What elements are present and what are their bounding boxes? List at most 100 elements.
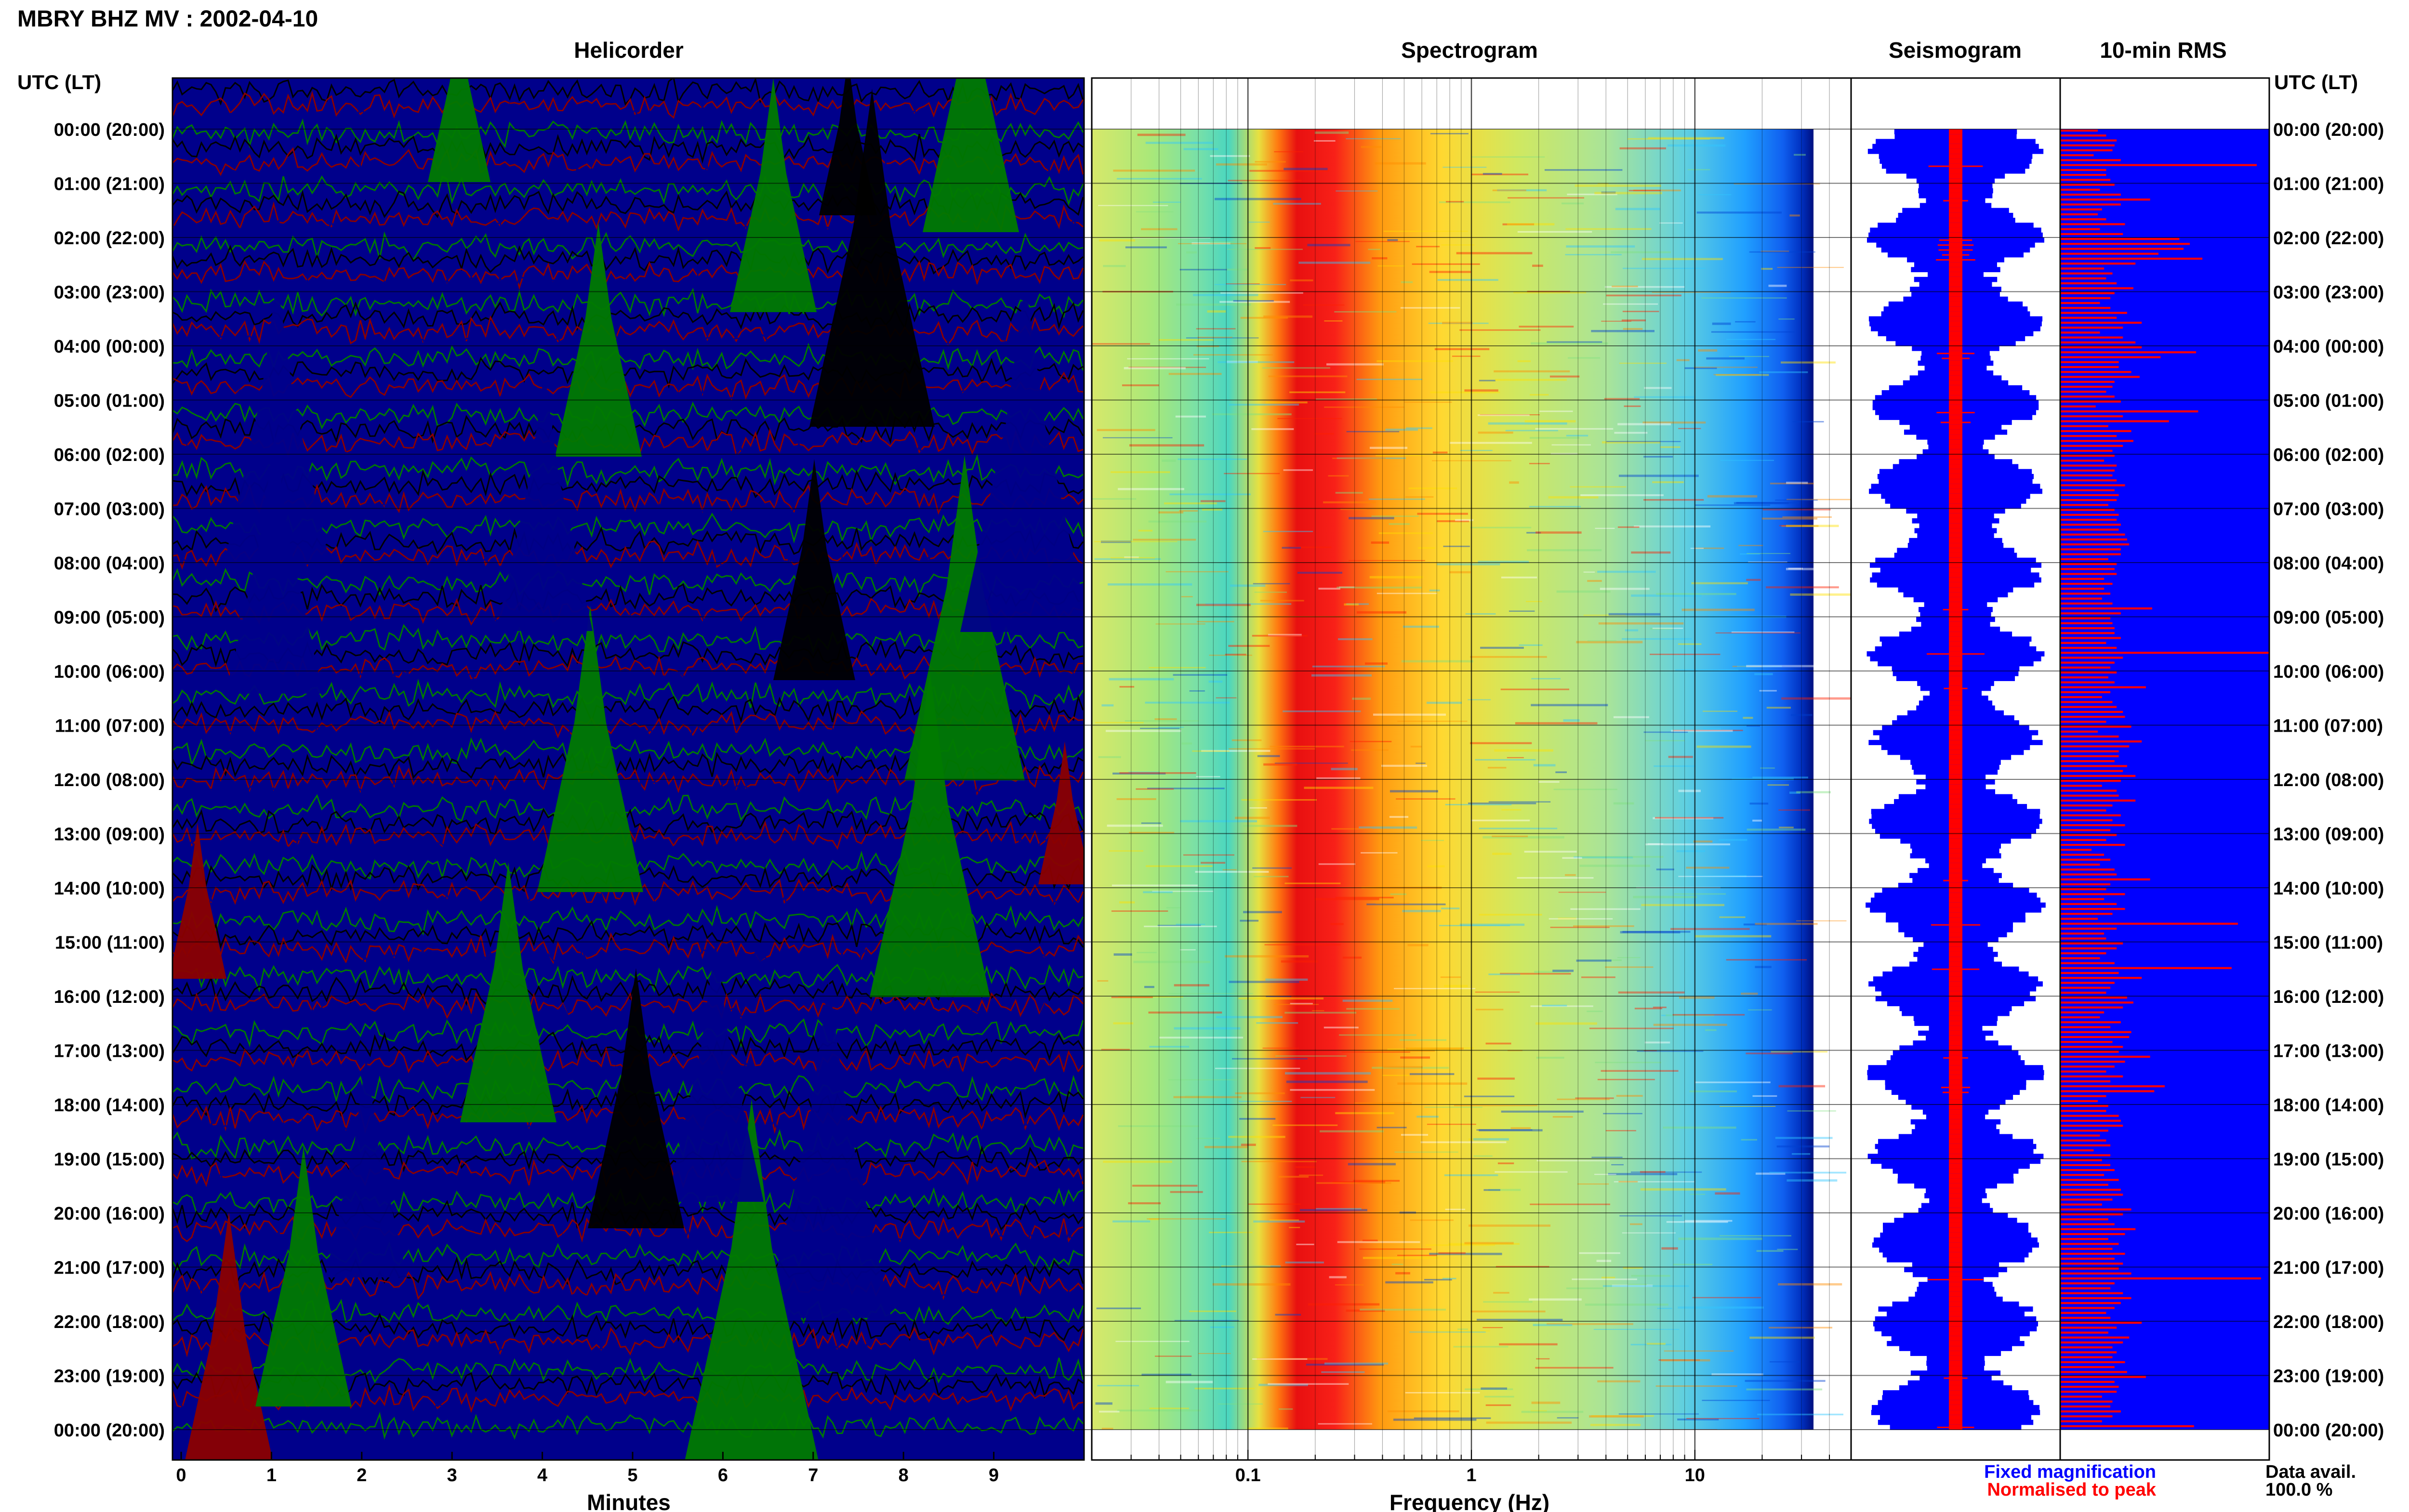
- spectrogram-streak: [1666, 1014, 1714, 1016]
- spectrogram-streak: [1786, 482, 1808, 484]
- rms-bar: [2060, 1203, 2102, 1206]
- spectrogram-streak: [1335, 1284, 1364, 1286]
- spectrogram-streak: [1375, 162, 1426, 165]
- seismogram-normalised-trace: [1949, 893, 1962, 898]
- helicorder-trace: [172, 512, 1084, 544]
- spectrogram-streak: [1608, 613, 1661, 616]
- rms-bar: [2060, 474, 2113, 477]
- rms-bar: [2060, 213, 2098, 216]
- seismogram-normalised-trace: [1949, 838, 1962, 844]
- spectrogram-streak: [1756, 1250, 1784, 1252]
- seismogram-normalised-trace: [1949, 917, 1962, 923]
- rms-bar: [2060, 814, 2121, 816]
- spectrogram-streak: [1743, 717, 1753, 719]
- seismogram-normalised-trace: [1949, 464, 1962, 470]
- spectrogram-streak: [1706, 357, 1745, 360]
- spectrogram-streak: [1659, 222, 1683, 224]
- spectrogram-streak: [1791, 1153, 1811, 1155]
- seismogram-normalised-trace: [1949, 296, 1962, 302]
- time-label-left: 08:00 (04:00): [54, 553, 165, 574]
- spectrogram-streak: [1420, 1141, 1507, 1144]
- spectrogram-streak: [1486, 1421, 1572, 1424]
- helicorder-trace: [172, 245, 1084, 275]
- spectrogram-streak: [1389, 523, 1410, 525]
- rms-bar: [2060, 1179, 2119, 1181]
- seismogram-normalised-trace: [1949, 1321, 1962, 1327]
- spectrogram-streak: [1218, 1403, 1263, 1405]
- seismogram-normalised-trace: [1949, 720, 1962, 725]
- spectrogram-streak: [1180, 949, 1196, 950]
- seismogram-normalised-trace: [1949, 927, 1962, 933]
- spectrogram-streak: [1308, 1303, 1380, 1306]
- spectrogram-streak: [1119, 901, 1135, 904]
- seismogram-normalised-trace: [1949, 469, 1962, 474]
- spectrogram-streak: [1209, 1232, 1253, 1234]
- spectrogram-streak: [1289, 1227, 1300, 1228]
- rms-bar: [2060, 588, 2105, 590]
- spectrogram-streak: [1768, 285, 1787, 287]
- time-label-right: 12:00 (08:00): [2273, 770, 2384, 790]
- spectrogram-streak: [1283, 710, 1361, 712]
- spectrogram-streak: [1691, 582, 1748, 584]
- spectrogram-streak: [1314, 433, 1334, 435]
- spectrogram-streak: [1103, 265, 1126, 267]
- spectrogram-streak: [1335, 492, 1363, 494]
- spectrogram-streak: [1645, 843, 1731, 845]
- spectrogram-streak: [1429, 590, 1440, 592]
- seismogram-normalised-trace: [1949, 523, 1962, 528]
- seismogram-normalised-trace: [1949, 1119, 1962, 1125]
- rms-bar: [2060, 130, 2098, 132]
- spectrogram-streak: [1437, 563, 1500, 565]
- spectrogram-streak: [1400, 307, 1460, 309]
- spectrogram-streak: [1430, 391, 1500, 394]
- spectrogram-streak: [1428, 322, 1489, 324]
- spectrogram-streak: [1737, 665, 1782, 667]
- spectrogram-streak: [1572, 1278, 1637, 1280]
- spectrogram-streak: [1239, 1118, 1276, 1120]
- spectrogram-streak: [1676, 850, 1705, 853]
- seismogram-normalised-trace: [1949, 1045, 1962, 1051]
- spectrogram-streak: [1165, 571, 1229, 573]
- spectrogram-streak: [1674, 893, 1726, 895]
- rms-bar: [2060, 666, 2111, 669]
- spectrogram-streak: [1401, 281, 1413, 283]
- rms-bar: [2060, 745, 2130, 748]
- spectrogram-streak: [1252, 867, 1292, 869]
- rms-bar: [2060, 415, 2123, 418]
- seismogram-spike: [1940, 421, 1971, 423]
- seismogram-normalised-trace: [1949, 582, 1962, 588]
- spectrogram-streak: [1513, 291, 1587, 294]
- spectrogram-streak: [1583, 615, 1626, 616]
- spectrogram-streak: [1195, 870, 1269, 873]
- spectrogram-streak: [1778, 318, 1795, 320]
- rms-bar: [2060, 1395, 2102, 1398]
- rms-bar: [2060, 903, 2117, 905]
- spectrogram-streak: [1204, 1145, 1248, 1148]
- helicorder-trace: [172, 175, 1084, 206]
- spectrogram-streak: [1263, 531, 1313, 532]
- seismogram-normalised-trace: [1949, 212, 1962, 218]
- seismogram-normalised-trace: [1949, 1198, 1962, 1204]
- spectrogram-streak: [1482, 1327, 1503, 1328]
- rms-bar: [2060, 252, 2158, 255]
- seismogram-normalised-trace: [1949, 1065, 1962, 1070]
- spectrogram-streak: [1393, 988, 1476, 989]
- rms-bar: [2060, 1287, 2111, 1289]
- spectrogram-streak: [1441, 907, 1460, 909]
- spectrogram-streak: [1174, 1027, 1241, 1030]
- rms-bar: [2060, 1154, 2111, 1157]
- spectrogram-streak: [1746, 725, 1760, 727]
- spectrogram-streak: [1645, 740, 1685, 741]
- spectrogram-streak: [1449, 571, 1471, 574]
- spectrogram-streak: [1412, 263, 1480, 265]
- spectrogram-streak: [1622, 638, 1692, 640]
- spectrogram-streak: [1529, 1298, 1582, 1301]
- spectrogram-streak: [1713, 374, 1759, 375]
- spectrogram-streak: [1410, 1219, 1454, 1221]
- spectrogram-streak: [1274, 1004, 1319, 1005]
- spectrogram-streak: [1092, 498, 1137, 500]
- spectrogram-streak: [1306, 1364, 1384, 1366]
- rms-bar: [2060, 612, 2121, 615]
- rms-bar: [2060, 558, 2108, 560]
- spectrogram-streak: [1770, 483, 1814, 485]
